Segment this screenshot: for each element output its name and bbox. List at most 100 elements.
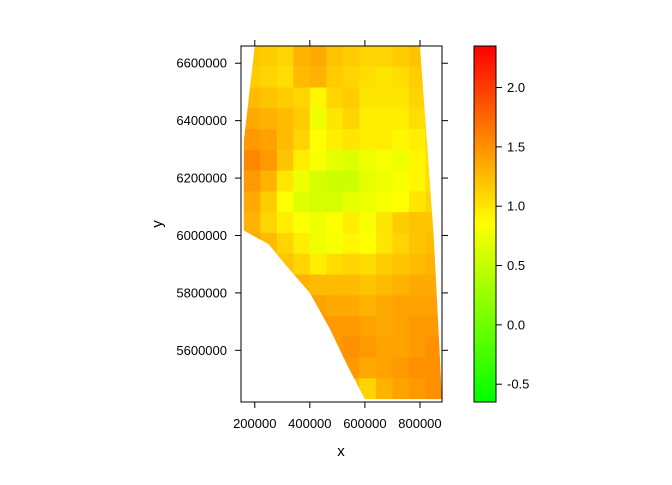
heatmap-cell: [276, 191, 294, 213]
heatmap-cell: [342, 87, 360, 109]
heatmap-cell: [309, 66, 327, 89]
heatmap-cell: [326, 191, 344, 213]
heatmap-cell: [260, 378, 278, 400]
heatmap-cell: [260, 274, 278, 296]
heatmap-cell: [326, 129, 344, 151]
heatmap-cell: [309, 253, 327, 276]
heatmap-cell: [425, 316, 442, 338]
heatmap-cell: [408, 129, 427, 151]
heatmap-cell: [425, 46, 442, 68]
heatmap-cell: [243, 170, 261, 192]
heatmap-cell: [425, 108, 442, 130]
heatmap-cell: [260, 357, 278, 379]
heatmap-cell: [293, 336, 311, 359]
heatmap-cell: [293, 212, 311, 234]
heatmap-cell: [276, 149, 294, 172]
heatmap-cell: [243, 253, 261, 276]
heatmap-cell: [392, 66, 410, 89]
heatmap-cell: [425, 129, 442, 151]
heatmap-cell: [276, 66, 294, 89]
heatmap-cell: [326, 378, 344, 400]
heatmap-cell: [293, 191, 311, 213]
heatmap-cell: [359, 316, 377, 338]
heatmap-cells: [243, 46, 442, 400]
heatmap-cell: [293, 274, 311, 296]
heatmap-cell: [359, 66, 377, 89]
x-axis-label: x: [337, 443, 345, 460]
colorbar-ticks: -0.5 0.0 0.5 1.0 1.5 2.0: [496, 80, 529, 392]
heatmap-cell: [309, 108, 327, 130]
heatmap-cell: [243, 66, 261, 89]
heatmap-cell: [392, 46, 410, 68]
heatmap-cell: [408, 295, 427, 317]
heatmap-cell: [260, 212, 278, 234]
heatmap-cell: [392, 129, 410, 151]
heatmap-cell: [359, 295, 377, 317]
heatmap-cell: [276, 212, 294, 234]
heatmap-cell: [359, 212, 377, 234]
heatmap-cell: [309, 46, 327, 68]
heatmap-cell: [293, 378, 311, 400]
heatmap-cell: [243, 87, 261, 109]
heatmap-cell: [243, 129, 261, 151]
heatmap-cell: [260, 295, 278, 317]
heatmap-cell: [309, 232, 327, 255]
heatmap-cell: [342, 378, 360, 400]
y-tick-label: 6000000: [176, 228, 227, 243]
heatmap-cell: [392, 274, 410, 296]
heatmap-cell: [342, 336, 360, 359]
heatmap-cell: [359, 108, 377, 130]
heatmap-cell: [342, 170, 360, 192]
heatmap-cell: [342, 46, 360, 68]
heatmap-cell: [375, 108, 394, 130]
heatmap-cell: [326, 149, 344, 172]
heatmap-cell: [293, 316, 311, 338]
y-tick-label: 6200000: [176, 171, 227, 186]
heatmap-cell: [309, 357, 327, 379]
heatmap-cell: [276, 232, 294, 255]
heatmap-cell: [293, 129, 311, 151]
heatmap-cell: [326, 232, 344, 255]
heatmap-cell: [326, 108, 344, 130]
heatmap-cell: [260, 46, 278, 68]
heatmap-cell: [309, 295, 327, 317]
heatmap-cell: [276, 316, 294, 338]
heatmap-cell: [392, 232, 410, 255]
heatmap-cell: [243, 232, 261, 255]
heatmap-cell: [326, 274, 344, 296]
heatmap-cell: [392, 87, 410, 109]
x-tick-label: 600000: [343, 416, 386, 431]
heatmap-cell: [375, 336, 394, 359]
heatmap-cell: [375, 46, 394, 68]
heatmap-cell: [326, 212, 344, 234]
heatmap-cell: [359, 191, 377, 213]
heatmap-cell: [243, 316, 261, 338]
y-axis-label: y: [149, 220, 166, 228]
heatmap-cell: [408, 191, 427, 213]
colorbar-tick-label: 2.0: [507, 80, 525, 95]
heatmap-cell: [359, 336, 377, 359]
heatmap-cell: [293, 232, 311, 255]
heatmap-cell: [392, 336, 410, 359]
heatmap-cell: [260, 129, 278, 151]
heatmap-cell: [408, 378, 427, 400]
heatmap-cell: [293, 66, 311, 89]
heatmap-cell: [408, 46, 427, 68]
heatmap-cell: [359, 232, 377, 255]
heatmap-cell: [408, 253, 427, 276]
heatmap-cell: [243, 274, 261, 296]
x-tick-label: 200000: [233, 416, 276, 431]
heatmap-cell: [425, 336, 442, 359]
heatmap-cell: [293, 253, 311, 276]
heatmap-cell: [425, 232, 442, 255]
heatmap-cell: [375, 149, 394, 172]
heatmap-cell: [260, 149, 278, 172]
heatmap-cell: [342, 274, 360, 296]
heatmap-cell: [392, 108, 410, 130]
heatmap-cell: [392, 212, 410, 234]
heatmap-cell: [326, 87, 344, 109]
heatmap-cell: [408, 87, 427, 109]
heatmap-cell: [276, 253, 294, 276]
heatmap-cell: [408, 274, 427, 296]
